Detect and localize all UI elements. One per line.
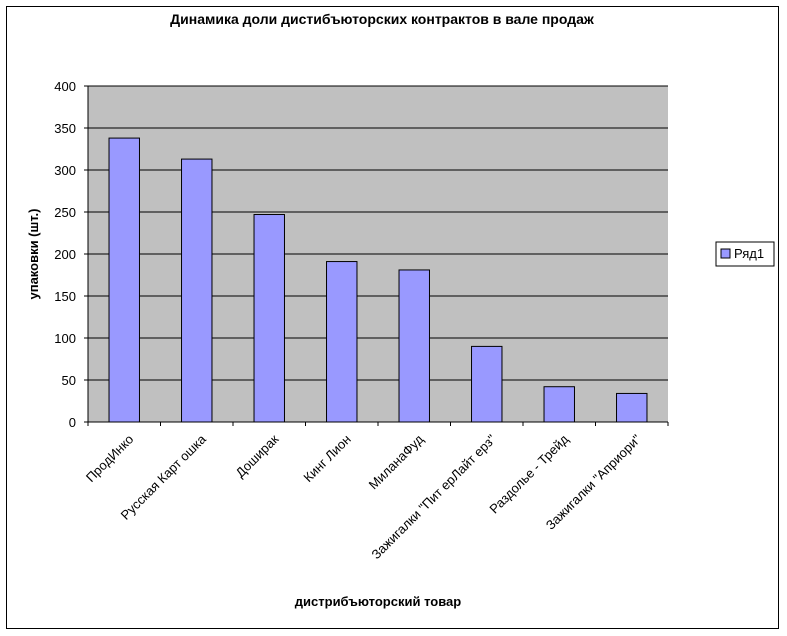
y-tick-label: 300 [54, 163, 76, 178]
bar [543, 386, 575, 423]
legend-swatch [720, 248, 731, 259]
axes [84, 85, 669, 426]
y-tick-label: 350 [54, 121, 76, 136]
bar [398, 269, 430, 423]
bar [471, 345, 503, 423]
bar [616, 392, 648, 423]
x-tick-label: Зажигалки "Пит ерЛайт ерз" [368, 431, 499, 562]
y-tick-label: 0 [69, 415, 76, 430]
x-axis-title: дистрибъюторский товар [295, 594, 461, 609]
bar [326, 261, 358, 423]
x-tick-label: ПродИнко [83, 432, 137, 486]
legend: Ряд1 [715, 241, 775, 267]
x-tick-label: МиланаФуд [366, 431, 427, 492]
bars [108, 137, 648, 423]
y-tick-label: 50 [62, 373, 76, 388]
y-axis-title: упаковки (шт.) [26, 208, 41, 299]
y-tick-label: 250 [54, 205, 76, 220]
x-tick-label: Раздолье - Трейд [486, 431, 571, 516]
y-tick-label: 200 [54, 247, 76, 262]
x-tick-label: Кинг Лион [300, 432, 353, 485]
y-tick-label: 150 [54, 289, 76, 304]
chart-title: Динамика доли дистибъюторских контрактов… [170, 11, 595, 27]
bar [181, 158, 213, 423]
bar [108, 137, 140, 423]
x-tick-label: Доширак [233, 431, 282, 480]
y-tick-label: 400 [54, 79, 76, 94]
legend-label: Ряд1 [734, 246, 764, 261]
y-tick-label: 100 [54, 331, 76, 346]
bar [253, 214, 285, 423]
y-tick-labels: 0 50 100 150 200 250 300 350 400 [54, 79, 76, 430]
